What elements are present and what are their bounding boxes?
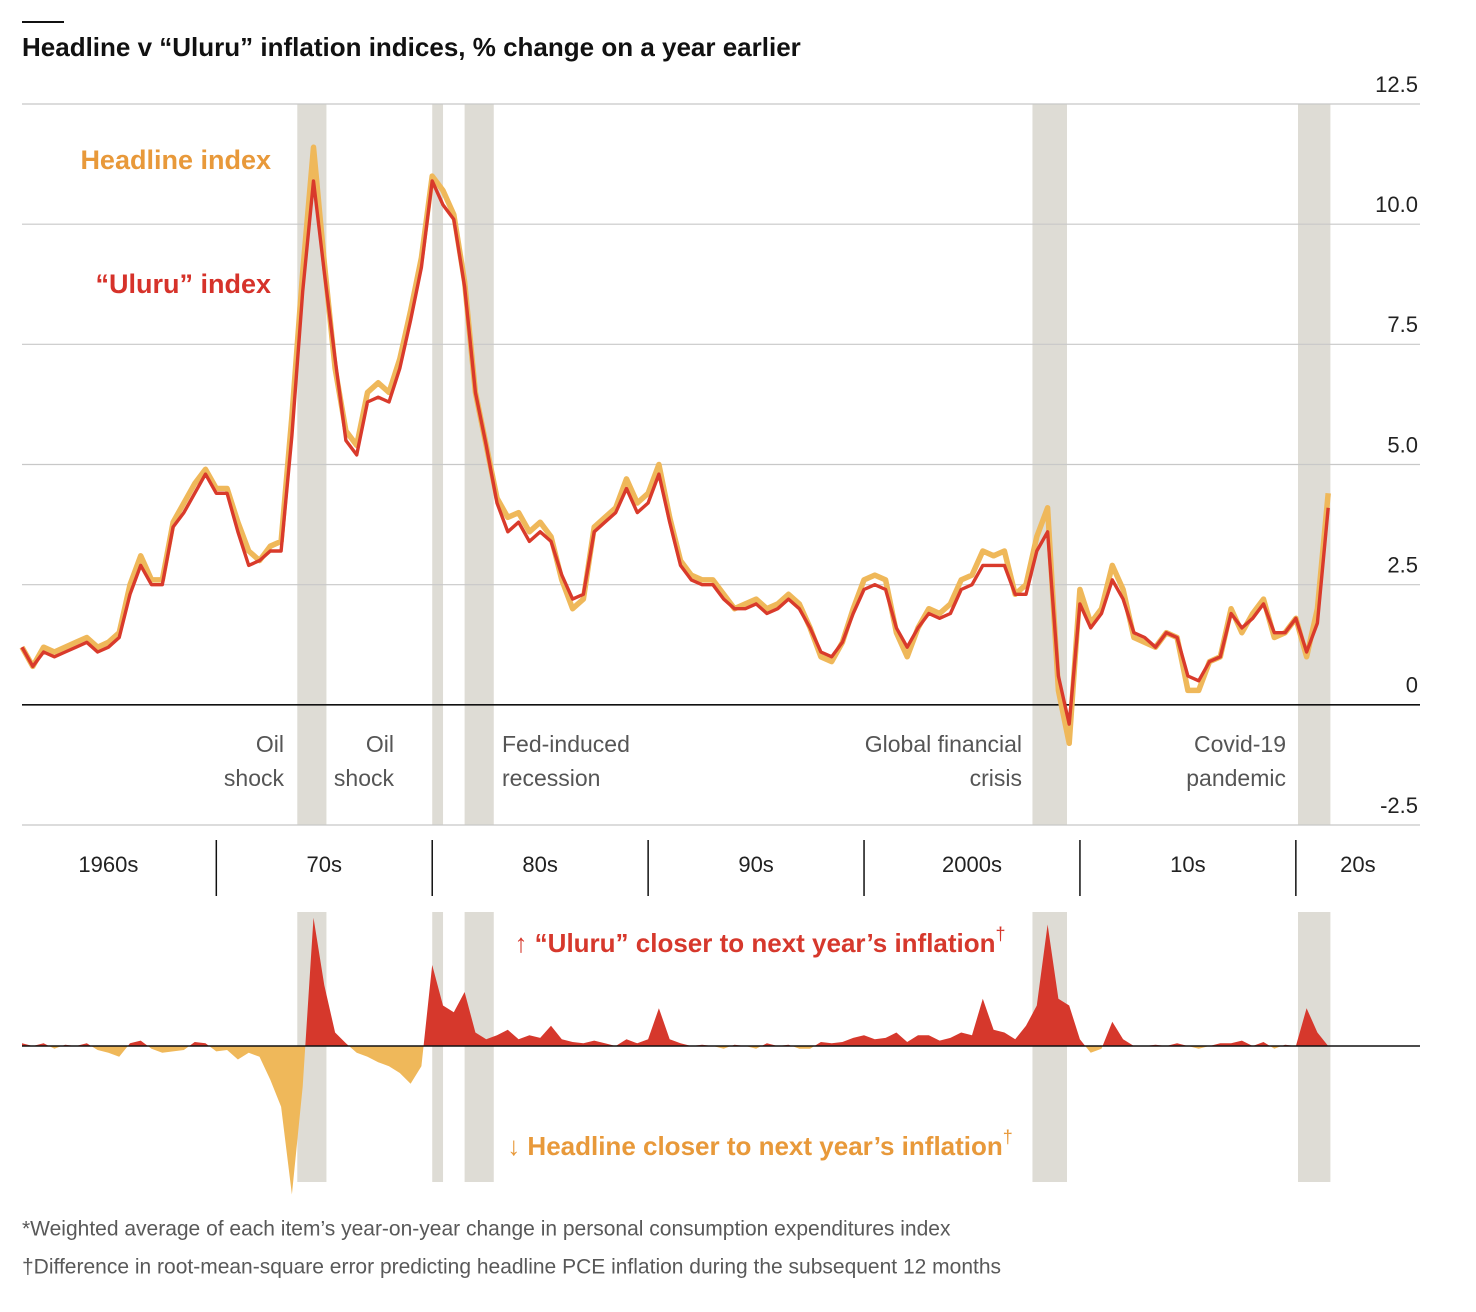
area-below xyxy=(22,1046,1329,1195)
annotation: shock xyxy=(334,765,395,791)
y-tick-label: 5.0 xyxy=(1387,432,1418,457)
y-tick-label: 12.5 xyxy=(1375,72,1418,97)
annotation: Global financial xyxy=(865,731,1022,757)
chart-title: Headline v “Uluru” inflation indices, % … xyxy=(22,32,801,62)
annotation: shock xyxy=(224,765,285,791)
footnote: †Difference in root-mean-square error pr… xyxy=(22,1256,1001,1279)
decade-label: 80s xyxy=(522,852,557,877)
decade-label: 20s xyxy=(1340,852,1375,877)
annotation: Oil xyxy=(256,731,284,757)
panel-label-text: ↓ Headline closer to next year’s inflati… xyxy=(507,1131,1003,1161)
annotation: Covid-19 xyxy=(1194,731,1286,757)
decade-label: 2000s xyxy=(942,852,1002,877)
y-tick-label: 2.5 xyxy=(1387,552,1418,577)
y-tick-label: -2.5 xyxy=(1380,793,1418,818)
y-tick-label: 7.5 xyxy=(1387,312,1418,337)
plot-layer: 12.5 10.0 7.5 5.0 2.5 0 -2.5 Headline index “Ulu… xyxy=(19,72,1420,1279)
legend-label: Headline index xyxy=(80,145,271,175)
annotation: pandemic xyxy=(1186,765,1286,791)
recession-band xyxy=(432,912,444,1182)
decade-label: 90s xyxy=(738,852,773,877)
decade-label: 10s xyxy=(1170,852,1205,877)
annotation: Fed-induced xyxy=(502,731,630,757)
annotation: Oil xyxy=(366,731,394,757)
panel-label-mark: † xyxy=(996,924,1006,944)
series-line xyxy=(19,144,1331,747)
panel-label: ↑ “Uluru” closer to next year’s inflatio… xyxy=(514,924,1005,958)
footnote: *Weighted average of each item’s year-on… xyxy=(22,1218,951,1241)
annotation: crisis xyxy=(970,765,1022,791)
annotation: recession xyxy=(502,765,600,791)
panel-label-mark: † xyxy=(1003,1127,1013,1147)
legend-label: “Uluru” index xyxy=(95,269,271,299)
series-line xyxy=(20,179,1330,726)
recession-band xyxy=(1298,912,1331,1182)
y-tick-label: 10.0 xyxy=(1375,192,1418,217)
panel-label: ↓ Headline closer to next year’s inflati… xyxy=(507,1127,1013,1161)
panel-label-text: ↑ “Uluru” closer to next year’s inflatio… xyxy=(514,928,995,958)
decade-label: 1960s xyxy=(78,852,138,877)
y-tick-label: 0 xyxy=(1406,673,1418,698)
recession-band xyxy=(464,912,494,1182)
decade-label: 70s xyxy=(307,852,342,877)
